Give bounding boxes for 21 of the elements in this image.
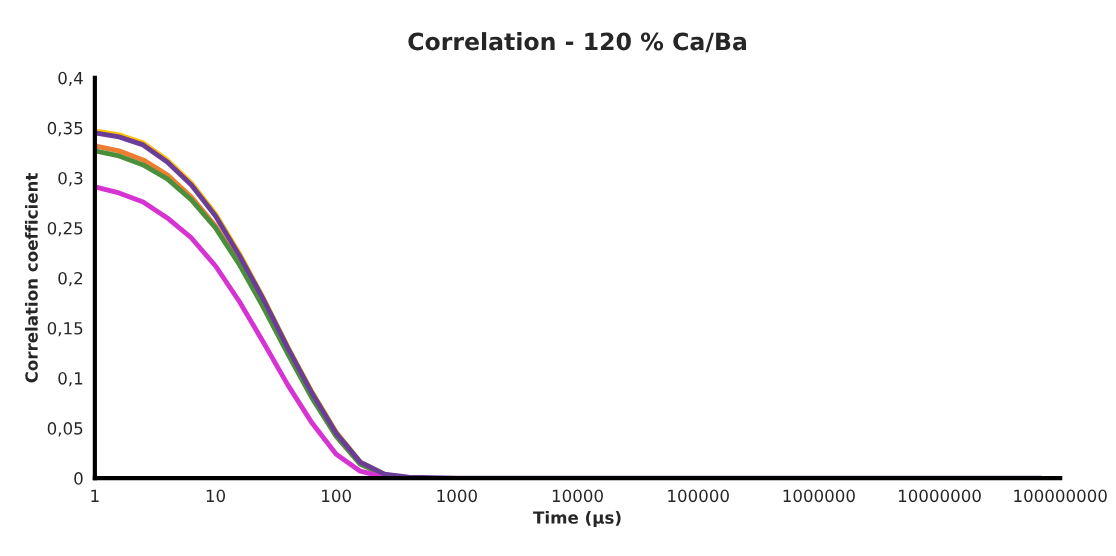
y-tick-label: 0,15 — [47, 322, 83, 337]
y-tick-label: 0,05 — [47, 422, 83, 437]
y-tick-label: 0 — [74, 472, 83, 485]
chart-title: Correlation - 120 % Ca/Ba — [408, 32, 747, 53]
x-tick-label: 10 — [206, 489, 226, 503]
y-tick-label: 0,25 — [47, 221, 83, 237]
y-tick-label: 0,2 — [58, 271, 83, 287]
y-tick-label: 0,35 — [47, 121, 83, 137]
x-tick-label: 100000 — [668, 489, 729, 503]
y-tick-label: 0,4 — [58, 71, 83, 87]
x-tick-label: 1000 — [437, 489, 477, 503]
y-axis-title: Correlation coefficient — [24, 173, 38, 383]
x-tick-label: 1000000 — [783, 489, 855, 503]
x-tick-label: 100000000 — [1014, 489, 1107, 503]
x-axis-title: Time (µs) — [533, 510, 621, 528]
y-tick-label: 0,3 — [58, 171, 83, 187]
x-tick-label: 1 — [91, 489, 99, 502]
x-tick-label: 10000 — [552, 489, 603, 503]
x-tick-label: 10000000 — [898, 489, 981, 503]
y-tick-label: 0,1 — [58, 372, 83, 387]
x-tick-label: 100 — [322, 489, 351, 503]
